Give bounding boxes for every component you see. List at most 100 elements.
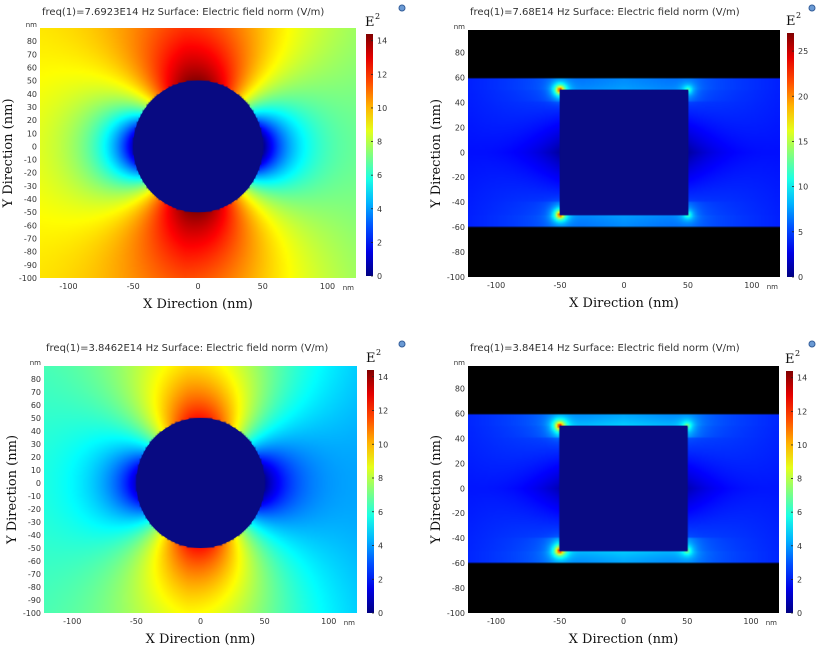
x-tick-label: -50 (553, 617, 566, 626)
y-tick-label: 20 (455, 459, 465, 468)
x-tick-label: 0 (621, 617, 626, 626)
chart-panel: freq(1)=7.68E14 Hz Surface: Electric fie… (410, 0, 819, 328)
y-tick-label: 40 (31, 427, 41, 436)
chart-svg: freq(1)=7.6923E14 Hz Surface: Electric f… (1, 4, 406, 312)
export-icon[interactable] (398, 340, 406, 348)
colorbar-tick-label: 10 (798, 183, 808, 192)
colorbar (367, 370, 374, 613)
y-tick-label: 10 (27, 129, 37, 138)
export-icon[interactable] (808, 4, 816, 12)
colorbar-label: E (366, 351, 376, 366)
colorbar-tick-label: 5 (798, 228, 803, 237)
y-tick-label: -20 (28, 505, 41, 514)
chart-svg: freq(1)=3.8462E14 Hz Surface: Electric f… (5, 340, 406, 647)
x-tick-label: 0 (195, 282, 200, 291)
y-tick-label: -70 (24, 235, 37, 244)
y-unit-label: nm (454, 23, 465, 31)
colorbar-tick-label: 2 (378, 575, 383, 584)
colorbar-tick-label: 14 (378, 373, 388, 382)
y-tick-label: -20 (24, 169, 37, 178)
x-tick-label: 50 (683, 281, 693, 290)
y-tick-label: -60 (452, 223, 465, 232)
y-tick-label: 0 (460, 148, 465, 157)
colorbar-tick-label: 10 (797, 441, 807, 450)
y-tick-label: 30 (31, 440, 41, 449)
y-unit-label: nm (30, 359, 41, 367)
chart-title: freq(1)=7.6923E14 Hz Surface: Electric f… (42, 7, 324, 18)
y-tick-label: 0 (32, 142, 37, 151)
colorbar-tick-label: 12 (378, 407, 388, 416)
y-tick-label: 20 (27, 116, 37, 125)
x-tick-label: 100 (744, 281, 759, 290)
y-tick-label: -50 (24, 208, 37, 217)
y-tick-label: -90 (24, 261, 37, 270)
y-tick-label: -100 (447, 609, 465, 618)
colorbar (366, 34, 373, 276)
x-axis-label: X Direction (nm) (569, 296, 679, 311)
y-axis-label: Y Direction (nm) (5, 435, 20, 545)
y-tick-label: 0 (460, 484, 465, 493)
y-tick-label: 20 (455, 123, 465, 132)
chart-svg: freq(1)=7.68E14 Hz Surface: Electric fie… (429, 4, 816, 311)
x-tick-label: 50 (682, 617, 692, 626)
y-tick-label: -20 (452, 173, 465, 182)
colorbar (787, 33, 794, 277)
y-tick-label: 80 (27, 37, 37, 46)
colorbar-tick-label: 10 (377, 104, 387, 113)
y-tick-label: -30 (28, 518, 41, 527)
y-tick-label: 50 (31, 414, 41, 423)
export-icon[interactable] (808, 340, 816, 348)
colorbar-tick-label: 20 (798, 92, 808, 101)
colorbar-tick-label: 0 (377, 272, 382, 281)
y-tick-label: -100 (19, 274, 37, 283)
y-tick-label: 80 (455, 48, 465, 57)
colorbar-tick-label: 0 (378, 609, 383, 618)
y-tick-label: -10 (28, 492, 41, 501)
x-tick-label: -50 (127, 282, 140, 291)
colorbar-tick-label: 14 (377, 37, 387, 46)
x-tick-label: 50 (258, 282, 268, 291)
x-unit-label: nm (343, 284, 354, 292)
chart-title: freq(1)=3.8462E14 Hz Surface: Electric f… (46, 343, 328, 354)
colorbar-tick-label: 0 (798, 273, 803, 282)
colorbar-label: E (365, 15, 375, 30)
colorbar-tick-label: 8 (377, 138, 382, 147)
colorbar-tick-label: 25 (798, 47, 808, 56)
chart-panel: freq(1)=3.84E14 Hz Surface: Electric fie… (410, 336, 819, 664)
x-tick-label: -100 (487, 281, 505, 290)
colorbar-tick-label: 6 (378, 508, 383, 517)
chart-panel: freq(1)=3.8462E14 Hz Surface: Electric f… (0, 336, 410, 664)
particle-square (560, 89, 688, 215)
y-tick-label: 80 (31, 375, 41, 384)
colorbar-tick-label: 15 (798, 137, 808, 146)
chart-title: freq(1)=3.84E14 Hz Surface: Electric fie… (470, 343, 740, 354)
x-tick-label: -50 (130, 617, 143, 626)
y-tick-label: -100 (23, 609, 41, 618)
x-unit-label: nm (344, 619, 355, 627)
colorbar-tick-label: 0 (797, 609, 802, 618)
y-tick-label: 80 (455, 384, 465, 393)
y-tick-label: 70 (27, 50, 37, 59)
chart-svg: freq(1)=3.84E14 Hz Surface: Electric fie… (429, 340, 816, 647)
y-tick-label: 40 (455, 434, 465, 443)
x-tick-label: 100 (320, 282, 335, 291)
y-unit-label: nm (454, 359, 465, 367)
colorbar-tick-label: 8 (378, 474, 383, 483)
colorbar-tick-label: 12 (377, 70, 387, 79)
y-tick-label: 60 (455, 73, 465, 82)
particle-circle (136, 418, 265, 548)
y-tick-label: -90 (28, 596, 41, 605)
x-tick-label: 100 (321, 617, 336, 626)
y-tick-label: -40 (452, 198, 465, 207)
x-axis-label: X Direction (nm) (146, 632, 256, 647)
export-icon[interactable] (398, 4, 406, 12)
y-tick-label: 30 (27, 103, 37, 112)
colorbar-tick-label: 8 (797, 475, 802, 484)
y-tick-label: -60 (452, 559, 465, 568)
x-axis-label: X Direction (nm) (569, 632, 679, 647)
colorbar-tick-label: 4 (377, 205, 382, 214)
colorbar-label-superscript: 2 (795, 349, 800, 358)
y-tick-label: 40 (27, 90, 37, 99)
colorbar-tick-label: 4 (378, 542, 383, 551)
chart-title: freq(1)=7.68E14 Hz Surface: Electric fie… (470, 7, 740, 18)
